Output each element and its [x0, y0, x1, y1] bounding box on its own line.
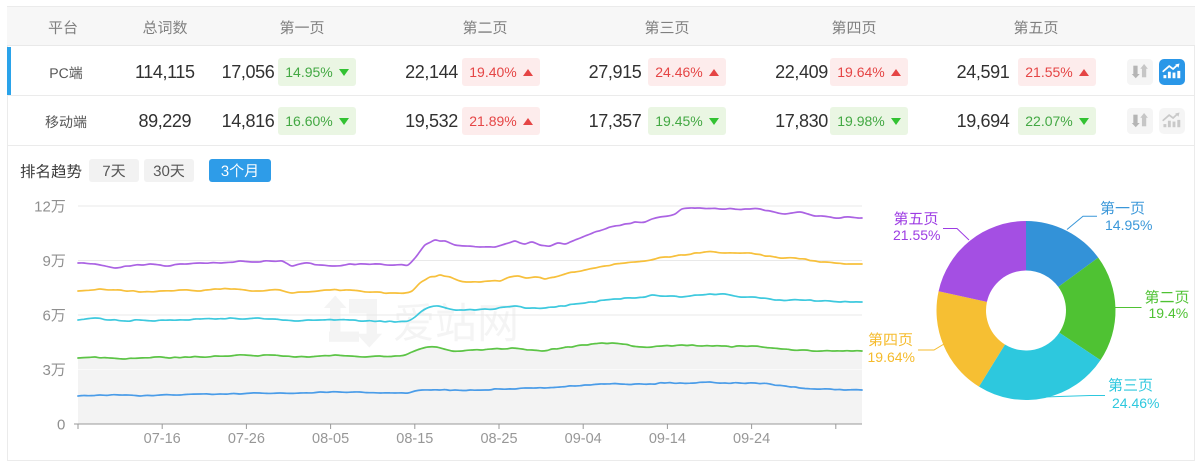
svg-text:3: 3	[42, 362, 50, 379]
svg-text:19.64%: 19.64%	[868, 349, 915, 365]
svg-text:19.4%: 19.4%	[1149, 305, 1189, 321]
svg-text:08-25: 08-25	[480, 431, 517, 447]
svg-text:0: 0	[57, 417, 65, 434]
svg-text:12: 12	[34, 199, 51, 216]
svg-text:9: 9	[42, 253, 50, 270]
svg-text:14.95%: 14.95%	[1105, 217, 1152, 233]
svg-text:09-24: 09-24	[733, 431, 770, 447]
svg-text:08-05: 08-05	[312, 431, 349, 447]
svg-text:09-04: 09-04	[565, 431, 602, 447]
svg-text:21.55%: 21.55%	[893, 227, 940, 243]
svg-text:09-14: 09-14	[649, 431, 686, 447]
svg-text:07-16: 07-16	[144, 431, 181, 447]
svg-text:6: 6	[42, 308, 50, 325]
svg-text:07-26: 07-26	[228, 431, 265, 447]
svg-text:24.46%: 24.46%	[1112, 395, 1159, 411]
svg-text:08-15: 08-15	[396, 431, 433, 447]
